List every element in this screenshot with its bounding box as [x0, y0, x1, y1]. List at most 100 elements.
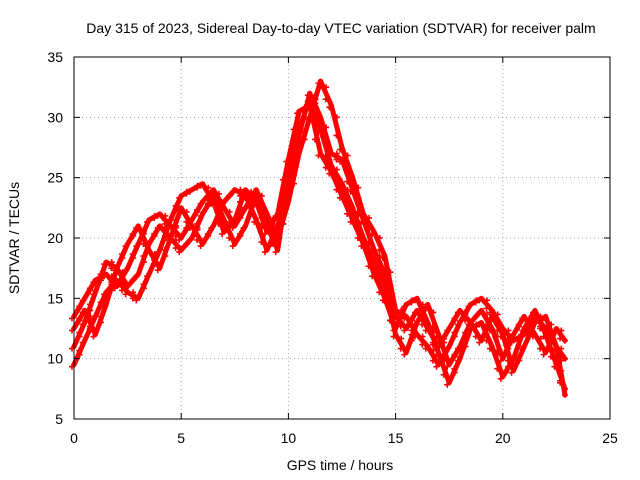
data-point-marker: [237, 186, 244, 193]
data-point-marker: [451, 351, 458, 358]
data-point-marker: [269, 232, 276, 239]
data-point-marker: [304, 92, 311, 99]
data-point-marker: [130, 289, 137, 296]
data-point-marker: [154, 249, 161, 256]
x-tick-label: 10: [281, 430, 297, 446]
data-point-marker: [515, 337, 522, 344]
data-point-marker: [476, 321, 483, 328]
data-point-marker: [483, 305, 490, 312]
data-point-marker: [440, 333, 447, 340]
data-point-marker: [558, 357, 565, 364]
data-point-marker: [333, 186, 340, 193]
data-point-marker: [401, 327, 408, 334]
x-tick-label: 15: [388, 430, 404, 446]
data-point-marker: [97, 299, 104, 306]
data-point-marker: [129, 251, 136, 258]
data-point-marker: [540, 351, 547, 358]
data-point-marker: [258, 224, 265, 231]
data-point-marker: [108, 259, 115, 266]
data-point-marker: [97, 271, 104, 278]
data-point-marker: [290, 126, 297, 133]
data-point-marker: [119, 269, 126, 276]
data-point-marker: [537, 335, 544, 342]
data-point-marker: [208, 200, 215, 207]
data-point-marker: [204, 194, 211, 201]
data-point-marker: [326, 104, 333, 111]
data-point-marker: [537, 317, 544, 324]
data-point-marker: [422, 327, 429, 334]
data-point-marker: [279, 176, 286, 183]
data-point-marker: [376, 289, 383, 296]
data-point-marker: [333, 156, 340, 163]
data-point-marker: [108, 287, 115, 294]
data-point-marker: [462, 317, 469, 324]
data-point-marker: [465, 303, 472, 310]
data-point-marker: [323, 154, 330, 161]
data-point-marker: [472, 313, 479, 320]
data-point-marker: [462, 309, 469, 316]
data-point-marker: [551, 363, 558, 370]
data-point-marker: [272, 212, 279, 219]
data-point-marker: [483, 311, 490, 318]
data-point-marker: [165, 237, 172, 243]
data-point-marker: [462, 337, 469, 344]
data-point-marker: [215, 208, 222, 215]
data-point-marker: [322, 96, 329, 103]
data-point-marker: [154, 212, 161, 219]
data-point-marker: [422, 303, 429, 310]
data-point-marker: [194, 226, 201, 233]
data-point-marker: [176, 206, 183, 213]
data-point-marker: [516, 343, 523, 350]
data-point-marker: [551, 345, 558, 352]
data-point-marker: [347, 188, 354, 195]
data-point-marker: [412, 297, 419, 304]
data-point-marker: [429, 357, 436, 364]
data-point-marker: [487, 315, 494, 322]
data-point-marker: [240, 224, 247, 231]
data-point-marker: [430, 309, 437, 316]
data-point-marker: [365, 263, 372, 270]
data-point-marker: [98, 277, 105, 284]
data-point-marker: [390, 327, 397, 334]
data-point-marker: [215, 198, 222, 205]
data-point-marker: [140, 253, 147, 260]
data-point-marker: [397, 323, 404, 330]
data-point-marker: [76, 315, 83, 322]
data-point-marker: [408, 331, 415, 338]
data-point-marker: [226, 234, 233, 241]
data-point-marker: [311, 108, 318, 115]
chart-title: Day 315 of 2023, Sidereal Day-to-day VTE…: [86, 20, 595, 36]
data-point-marker: [311, 136, 318, 143]
data-point-marker: [294, 110, 301, 117]
data-point-marker: [290, 166, 297, 173]
data-point-marker: [505, 327, 512, 334]
data-point-marker: [337, 146, 343, 153]
data-point-marker: [76, 329, 83, 336]
data-point-marker: [526, 329, 533, 336]
data-point-marker: [540, 315, 547, 322]
data-point-marker: [272, 224, 279, 231]
data-point-marker: [90, 315, 97, 322]
y-tick-label: 35: [47, 49, 63, 65]
data-point-marker: [87, 313, 94, 320]
data-point-marker: [365, 239, 372, 246]
data-point-marker: [505, 341, 512, 348]
data-point-marker: [183, 241, 190, 248]
data-point-marker: [333, 166, 340, 173]
data-point-marker: [419, 311, 426, 318]
data-point-marker: [119, 251, 126, 258]
data-point-marker: [251, 218, 258, 225]
data-point-marker: [369, 249, 376, 256]
data-point-marker: [172, 202, 179, 209]
series-track-3: [69, 102, 568, 392]
data-point-marker: [344, 186, 351, 193]
data-point-marker: [129, 277, 136, 284]
data-point-marker: [354, 208, 361, 215]
data-point-marker: [429, 339, 436, 346]
data-point-marker: [101, 261, 108, 268]
data-point-marker: [344, 152, 351, 159]
data-point-marker: [451, 329, 458, 336]
data-point-marker: [237, 204, 244, 211]
data-point-marker: [133, 224, 140, 231]
